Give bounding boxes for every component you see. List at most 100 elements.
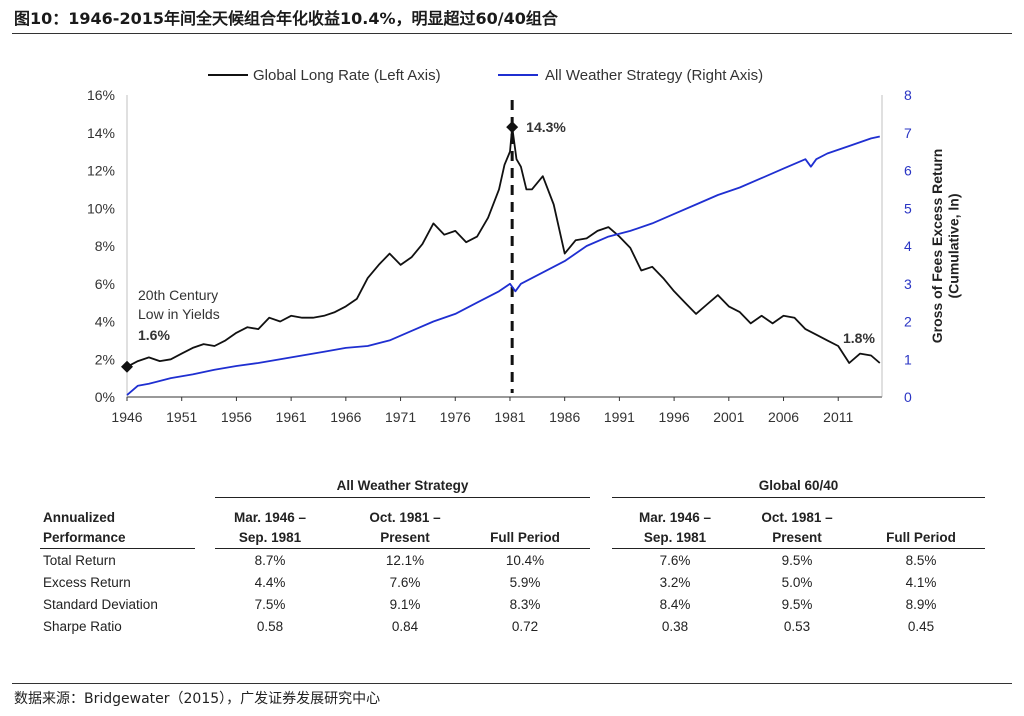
left-tick-label: 8% [95,238,115,254]
x-tick-label: 1956 [221,409,252,425]
column-header-line1: Oct. 1981 – [369,510,441,525]
row-header-line2: Performance [43,530,126,545]
peak-point-marker [506,121,519,134]
cell-all-weather: 0.58 [256,619,284,634]
x-tick-label: 1951 [166,409,197,425]
cell-all-weather: 5.9% [509,575,541,590]
column-header-line1: Mar. 1946 – [233,510,307,525]
title-divider [12,33,1012,34]
cell-global-60-40: 7.6% [659,553,691,568]
cell-global-60-40: 9.5% [781,597,813,612]
x-tick-label: 2001 [713,409,744,425]
row-label: Total Return [43,553,116,568]
right-axis-title-line2: (Cumulative, ln) [945,193,961,298]
right-tick-label: 6 [904,163,912,179]
peak-value-label: 14.3% [526,119,566,135]
cell-global-60-40: 5.0% [781,575,813,590]
cell-all-weather: 8.3% [509,597,541,612]
cell-all-weather: 9.1% [389,597,421,612]
low-caption-line1: 20th Century [138,287,218,303]
legend-label: Global Long Rate (Left Axis) [253,67,441,84]
left-tick-label: 12% [87,163,115,179]
x-tick-label: 1976 [440,409,471,425]
column-header-line2: Sep. 1981 [643,530,707,545]
start-point-marker [121,360,133,373]
x-tick-label: 1966 [330,409,361,425]
x-tick-label: 2011 [823,409,853,425]
cell-all-weather: 0.84 [391,619,419,634]
cell-global-60-40: 4.1% [905,575,937,590]
cell-all-weather: 10.4% [505,553,545,568]
right-tick-label: 7 [904,125,912,141]
column-header-line2: Sep. 1981 [238,530,302,545]
right-tick-label: 5 [904,200,912,216]
right-tick-label: 2 [904,314,912,330]
right-tick-label: 4 [904,238,912,254]
x-tick-label: 2006 [768,409,799,425]
cell-global-60-40: 9.5% [781,553,813,568]
cell-global-60-40: 8.9% [905,597,937,612]
right-tick-label: 8 [904,87,912,103]
right-tick-label: 0 [904,389,912,405]
column-header-line2: Full Period [490,530,560,545]
header-rule-all-weather [215,548,590,549]
cell-all-weather: 8.7% [254,553,286,568]
x-tick-label: 1971 [385,409,416,425]
cell-all-weather: 7.5% [254,597,286,612]
cell-all-weather: 0.72 [511,619,539,634]
x-tick-label: 1981 [494,409,525,425]
line-chart: 0% 2% 4% 6% 8% 10% 12% 14% 16% 0 1 2 3 4 5 6 7 8 Gross of… [87,67,961,425]
start-value-label: 1.6% [138,327,170,343]
group-header-global-60-40: Global 60/40 [758,478,839,493]
low-caption-line2: Low in Yields [138,306,220,322]
left-tick-label: 16% [87,87,115,103]
x-axis: 1946 1951 1956 1961 1966 1971 1976 1981 1986 1991… [111,397,853,425]
cell-all-weather: 12.1% [385,553,425,568]
cell-global-60-40: 0.45 [907,619,935,634]
right-axis-title-line1: Gross of Fees Excess Return [929,149,945,344]
left-tick-label: 0% [95,389,115,405]
source-note: 数据来源：Bridgewater（2015），广发证券发展研究中心 [14,691,381,707]
legend: Global Long Rate (Left Axis) All Weather … [208,67,763,84]
column-header-line2: Present [380,530,430,545]
left-tick-label: 14% [87,125,115,141]
footer-divider [12,683,1012,684]
annotation-layer: 20th Century Low in Yields 1.6% 14.3% 1.8% [121,119,875,373]
cell-all-weather: 4.4% [254,575,286,590]
x-tick-label: 1986 [549,409,580,425]
left-tick-label: 10% [87,200,115,216]
header-rule-label [40,548,195,549]
group-rule-global-60-40 [612,497,985,498]
row-header-line1: Annualized [43,510,116,525]
column-header-line2: Present [772,530,822,545]
cell-global-60-40: 3.2% [659,575,691,590]
cell-global-60-40: 0.38 [661,619,689,634]
group-rule-all-weather [215,497,590,498]
row-label: Standard Deviation [43,597,158,612]
cell-global-60-40: 0.53 [783,619,811,634]
left-tick-label: 4% [95,314,115,330]
cell-all-weather: 7.6% [389,575,421,590]
all-weather-line [126,135,880,396]
long-rate-line [126,126,881,368]
group-header-all-weather: All Weather Strategy [336,478,469,493]
right-tick-label: 3 [904,276,912,292]
row-label: Excess Return [43,575,131,590]
left-tick-label: 6% [95,276,115,292]
right-axis: 0 1 2 3 4 5 6 7 8 Gross of Fees Excess Return(Cum… [904,87,961,405]
column-header-line1: Oct. 1981 – [761,510,833,525]
end-value-label: 1.8% [843,330,875,346]
cell-global-60-40: 8.5% [905,553,937,568]
column-header-line2: Full Period [886,530,956,545]
series-layer [126,100,881,396]
x-tick-label: 1961 [276,409,307,425]
right-axis-title: Gross of Fees Excess Return(Cumulative, … [929,149,961,344]
left-axis: 0% 2% 4% 6% 8% 10% 12% 14% 16% [87,87,115,405]
right-tick-label: 1 [904,351,912,367]
plot-frame [126,95,883,398]
x-tick-label: 1946 [111,409,142,425]
column-header-line1: Mar. 1946 – [638,510,712,525]
row-label: Sharpe Ratio [43,619,122,634]
x-tick-label: 1996 [659,409,690,425]
x-tick-label: 1991 [604,409,635,425]
